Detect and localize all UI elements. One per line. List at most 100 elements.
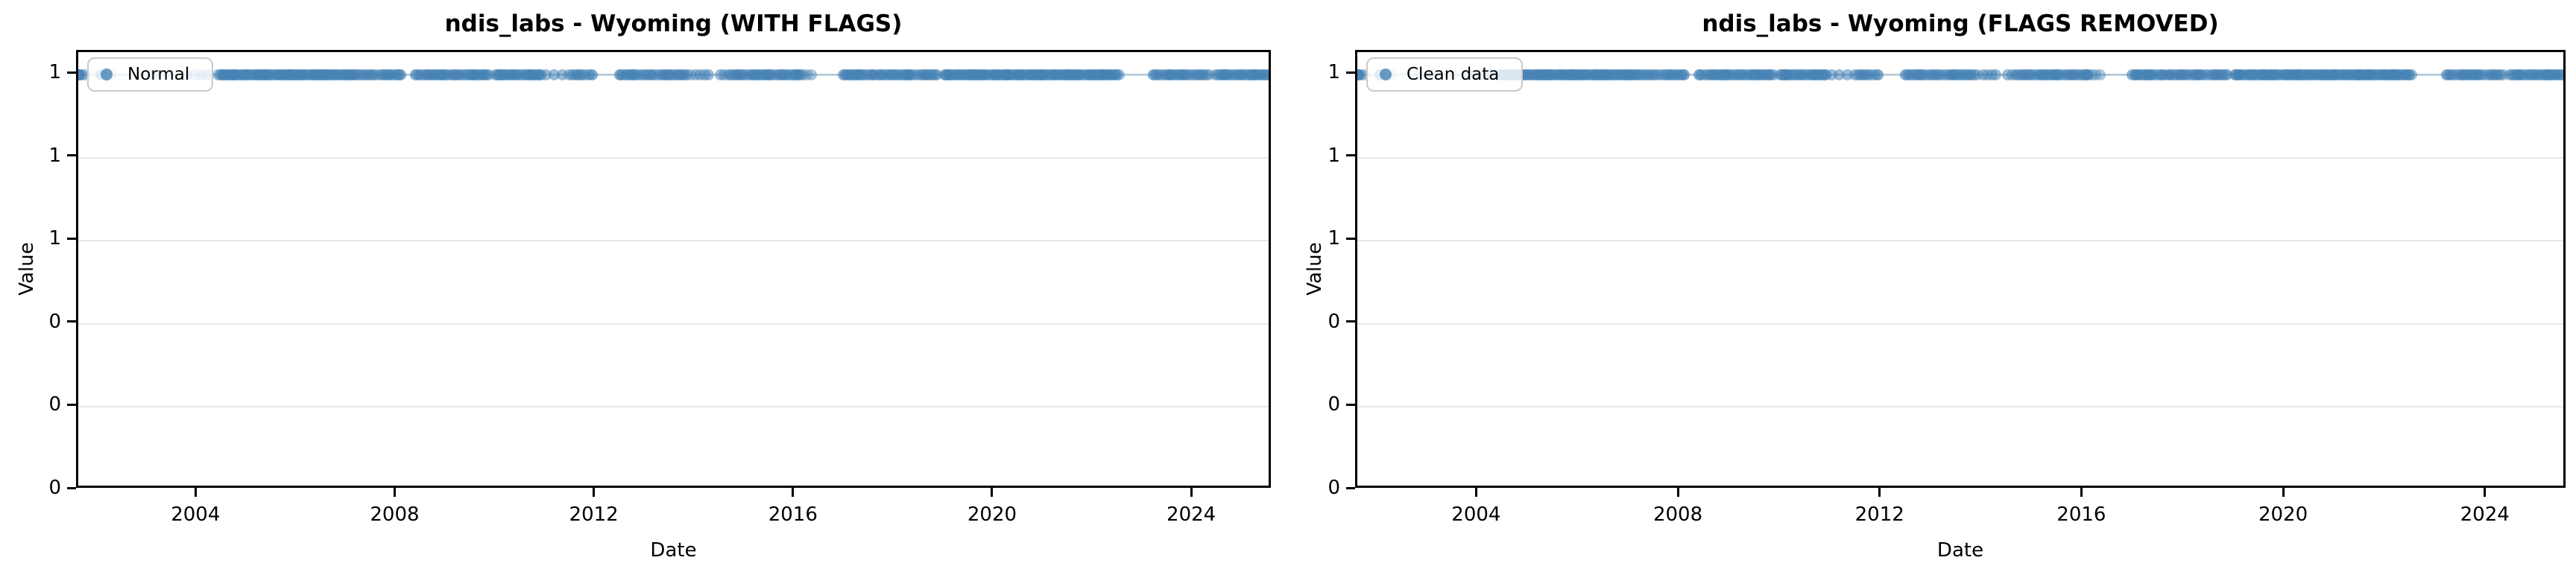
data-point	[2083, 69, 2094, 80]
data-point	[1972, 69, 1983, 80]
data-point	[2404, 69, 2416, 80]
x-tick-mark	[2484, 488, 2487, 497]
y-tick-label: 0	[1328, 477, 1340, 499]
data-point	[806, 69, 818, 80]
y-tick-mark	[67, 71, 76, 74]
y-tick-mark	[1346, 486, 1355, 489]
x-tick-label: 2004	[171, 503, 221, 526]
x-tick-label: 2008	[370, 503, 420, 526]
y-tick-mark	[67, 154, 76, 157]
legend-marker-icon	[1380, 69, 1392, 80]
x-tick-label: 2016	[2056, 503, 2106, 526]
x-tick-mark	[1190, 488, 1193, 497]
data-point	[1767, 69, 1778, 80]
data-point	[2556, 69, 2563, 80]
y-tick-label: 1	[1328, 227, 1340, 250]
data-point	[482, 69, 494, 80]
y-tick-label: 1	[1328, 61, 1340, 84]
y-tick-mark	[67, 403, 76, 406]
y-tick-mark	[67, 320, 76, 323]
x-tick-label: 2012	[569, 503, 619, 526]
plot-area: Normal	[76, 50, 1271, 488]
y-tick-label: 1	[1328, 144, 1340, 167]
y-tick-label: 1	[48, 144, 61, 167]
y-tick-label: 0	[48, 310, 61, 333]
y-tick-mark	[67, 237, 76, 240]
data-point	[2406, 69, 2418, 80]
y-tick-mark	[67, 486, 76, 489]
x-tick-mark	[991, 488, 994, 497]
x-tick-mark	[2282, 488, 2285, 497]
data-point	[1968, 69, 1980, 80]
y-tick-mark	[1346, 237, 1355, 240]
y-tick-mark	[1346, 154, 1355, 157]
x-tick-label: 2012	[1854, 503, 1904, 526]
gridline	[1357, 406, 2563, 408]
x-tick-label: 2020	[2258, 503, 2308, 526]
x-tick-mark	[1878, 488, 1881, 497]
x-axis-label: Date	[650, 539, 697, 562]
y-tick-mark	[1346, 403, 1355, 406]
legend: Clean data	[1366, 57, 1524, 92]
data-point	[78, 69, 88, 80]
data-point	[1261, 69, 1269, 80]
data-point	[586, 69, 598, 80]
chart-title: ndis_labs - Wyoming (WITH FLAGS)	[444, 10, 903, 37]
data-point	[794, 69, 806, 80]
data-point	[2495, 69, 2507, 80]
x-tick-mark	[1474, 488, 1477, 497]
data-point	[395, 69, 407, 80]
data-point	[1357, 69, 1367, 80]
y-axis-label: Value	[1304, 242, 1326, 296]
data-point	[534, 69, 546, 80]
chart-title: ndis_labs - Wyoming (FLAGS REMOVED)	[1702, 10, 2219, 37]
gridline	[1357, 156, 2563, 159]
x-tick-mark	[2080, 488, 2083, 497]
gridline	[1357, 240, 2563, 242]
gridline	[78, 156, 1269, 159]
x-tick-label: 2024	[1167, 503, 1216, 526]
chart-panel-flags-removed: ndis_labs - Wyoming (FLAGS REMOVED) Valu…	[1288, 0, 2576, 572]
x-tick-mark	[1676, 488, 1679, 497]
y-tick-label: 0	[1328, 310, 1340, 333]
data-point	[1111, 69, 1123, 80]
x-tick-mark	[194, 488, 197, 497]
data-point	[684, 69, 696, 80]
legend: Normal	[87, 57, 214, 92]
plot-area: Clean data	[1355, 50, 2566, 488]
x-tick-label: 2004	[1451, 503, 1501, 526]
legend-label: Clean data	[1407, 65, 1500, 84]
data-point	[703, 69, 715, 80]
gridline	[78, 406, 1269, 408]
y-tick-label: 0	[1328, 393, 1340, 416]
y-tick-label: 1	[48, 227, 61, 250]
y-axis-label: Value	[16, 242, 38, 296]
x-tick-mark	[593, 488, 596, 497]
x-tick-label: 2008	[1652, 503, 1703, 526]
x-axis-label: Date	[1936, 539, 1984, 562]
chart-panel-with-flags: ndis_labs - Wyoming (WITH FLAGS) Value N…	[16, 10, 1271, 562]
legend-marker-icon	[101, 69, 113, 80]
y-tick-label: 1	[48, 61, 61, 84]
y-tick-mark	[1346, 320, 1355, 323]
legend-label: Normal	[127, 65, 190, 84]
x-tick-label: 2024	[2460, 503, 2510, 526]
data-point	[2094, 69, 2106, 80]
x-tick-label: 2020	[967, 503, 1017, 526]
y-tick-mark	[1346, 71, 1355, 74]
gridline	[78, 240, 1269, 242]
data-point	[1114, 69, 1126, 80]
data-point	[1990, 69, 2002, 80]
data-point	[1679, 69, 1690, 80]
data-point	[1872, 69, 1884, 80]
data-point	[1819, 69, 1831, 80]
x-tick-mark	[792, 488, 795, 497]
y-tick-label: 0	[48, 477, 61, 499]
data-point	[681, 69, 693, 80]
x-tick-mark	[393, 488, 396, 497]
data-point	[1201, 69, 1213, 80]
x-tick-label: 2016	[768, 503, 818, 526]
y-tick-label: 0	[48, 393, 61, 416]
gridline	[1357, 322, 2563, 325]
